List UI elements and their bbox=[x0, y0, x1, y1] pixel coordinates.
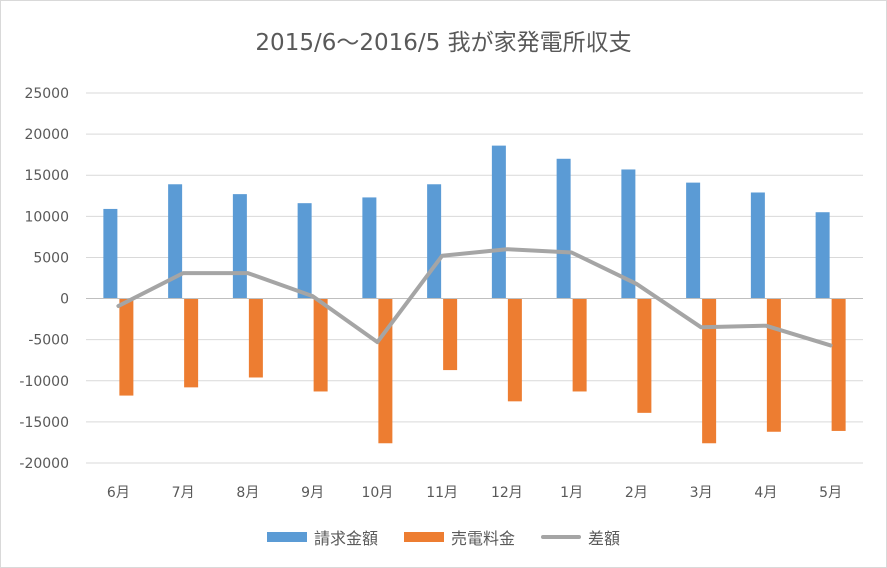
bar-sold-4 bbox=[378, 298, 393, 444]
x-tick-label: 4月 bbox=[754, 485, 777, 501]
bar-billed-2 bbox=[232, 194, 247, 299]
legend-item-billed[interactable]: 請求金額 bbox=[266, 525, 378, 549]
bar-billed-1 bbox=[168, 184, 183, 299]
legend: 請求金額 売電料金 差額 bbox=[1, 525, 886, 549]
x-tick-label: 12月 bbox=[491, 485, 523, 501]
y-tick-label: 5000 bbox=[33, 250, 69, 266]
y-tick-label: 20000 bbox=[24, 127, 69, 143]
difference-point-11 bbox=[829, 343, 833, 347]
difference-point-4 bbox=[375, 340, 379, 344]
x-tick-label: 2月 bbox=[625, 485, 648, 501]
y-tick-label: -10000 bbox=[19, 374, 69, 390]
y-axis-tick-labels: 25000 20000 15000 10000 5000 0 -5000 -10000 -150… bbox=[19, 86, 69, 472]
difference-line bbox=[116, 247, 833, 348]
y-tick-label: -5000 bbox=[28, 333, 69, 349]
bar-sold-10 bbox=[766, 298, 781, 432]
bar-sold-9 bbox=[702, 298, 717, 444]
difference-line-layer bbox=[116, 247, 833, 348]
bar-billed-4 bbox=[362, 197, 377, 299]
y-tick-label: -20000 bbox=[19, 456, 69, 472]
legend-item-sold[interactable]: 売電料金 bbox=[403, 525, 515, 549]
difference-point-9 bbox=[699, 325, 703, 329]
y-tick-label: 15000 bbox=[24, 168, 69, 184]
x-tick-label: 1月 bbox=[560, 485, 583, 501]
chart-title: 2015/6～2016/5 我が家発電所収支 bbox=[255, 30, 632, 56]
bar-sold-5 bbox=[443, 298, 458, 371]
gridlines bbox=[86, 92, 863, 464]
x-tick-label: 7月 bbox=[172, 485, 195, 501]
difference-point-7 bbox=[570, 251, 574, 255]
difference-point-2 bbox=[246, 271, 250, 275]
bar-sold-7 bbox=[572, 298, 587, 392]
bar-billed-0 bbox=[103, 208, 118, 299]
y-tick-label: 0 bbox=[60, 292, 69, 308]
legend-item-difference[interactable]: 差額 bbox=[541, 525, 620, 549]
bar-billed-5 bbox=[427, 184, 442, 299]
legend-swatch-sold bbox=[403, 532, 444, 542]
difference-point-6 bbox=[505, 247, 509, 251]
difference-point-3 bbox=[311, 294, 315, 298]
bar-sold-1 bbox=[184, 298, 199, 388]
difference-point-0 bbox=[116, 304, 120, 308]
legend-swatch-difference bbox=[541, 535, 581, 539]
x-axis-tick-labels: 6月 7月 8月 9月 10月 11月 12月 1月 2月 3月 4月 5月 bbox=[107, 485, 842, 501]
legend-swatch-billed bbox=[266, 532, 307, 542]
difference-point-5 bbox=[440, 254, 444, 258]
difference-point-1 bbox=[181, 271, 185, 275]
bar-billed-6 bbox=[491, 145, 506, 299]
legend-label-billed: 請求金額 bbox=[313, 529, 378, 548]
legend-label-difference: 差額 bbox=[588, 529, 621, 548]
y-tick-label: -15000 bbox=[19, 415, 69, 431]
y-tick-label: 10000 bbox=[24, 209, 69, 225]
bar-billed-9 bbox=[686, 182, 701, 299]
bars bbox=[103, 145, 846, 444]
y-tick-label: 25000 bbox=[24, 86, 69, 102]
x-tick-label: 11月 bbox=[426, 485, 458, 501]
x-tick-label: 10月 bbox=[361, 485, 393, 501]
difference-point-10 bbox=[764, 324, 768, 328]
bar-billed-10 bbox=[750, 192, 765, 299]
bar-sold-0 bbox=[119, 298, 134, 396]
bar-sold-3 bbox=[313, 298, 328, 392]
bar-billed-8 bbox=[621, 169, 636, 299]
bar-sold-2 bbox=[248, 298, 263, 378]
bar-billed-3 bbox=[297, 203, 312, 299]
x-tick-label: 9月 bbox=[301, 485, 324, 501]
bar-sold-8 bbox=[637, 298, 652, 413]
x-tick-label: 6月 bbox=[107, 485, 130, 501]
bar-sold-11 bbox=[831, 298, 846, 431]
x-tick-label: 5月 bbox=[819, 485, 842, 501]
bar-billed-11 bbox=[815, 212, 830, 299]
chart-plot-area: 25000 20000 15000 10000 5000 0 -5000 -10000 -150… bbox=[19, 86, 863, 501]
x-tick-label: 3月 bbox=[690, 485, 713, 501]
legend-label-sold: 売電料金 bbox=[450, 529, 515, 548]
difference-point-8 bbox=[634, 282, 638, 286]
x-tick-label: 8月 bbox=[236, 485, 259, 501]
bar-sold-6 bbox=[507, 298, 522, 402]
bar-billed-7 bbox=[556, 158, 571, 299]
